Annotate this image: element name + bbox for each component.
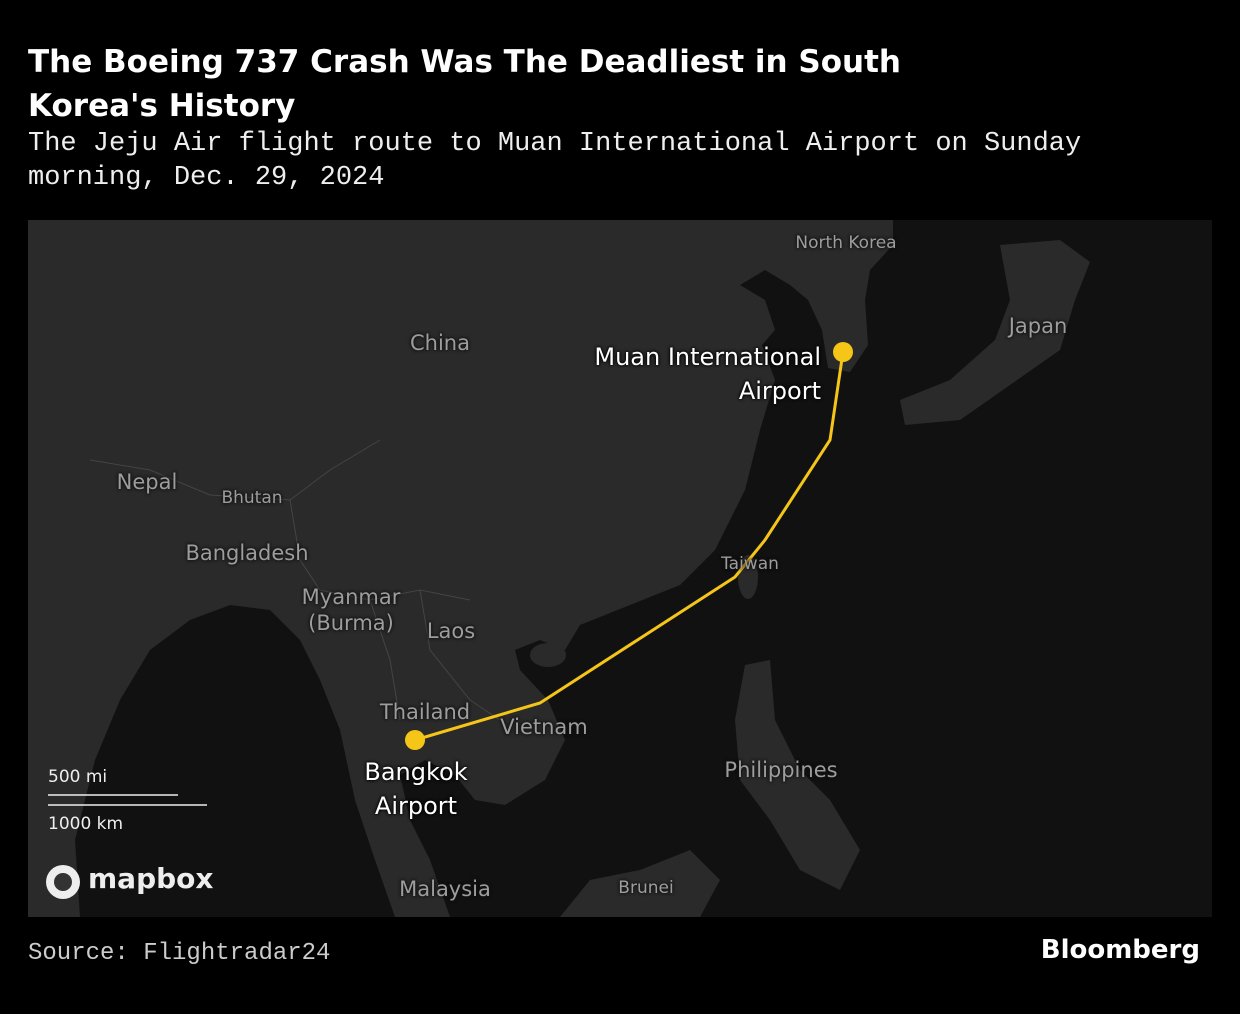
japan [900, 240, 1090, 425]
scale-label: 500 mi [48, 767, 108, 787]
borneo [560, 850, 720, 917]
place-label: Malaysia [399, 877, 491, 901]
borders [89, 439, 501, 721]
place-label: Bhutan [221, 488, 283, 508]
place-label: Philippines [724, 758, 838, 782]
flight-route [414, 351, 845, 742]
place-label: Vietnam [500, 715, 588, 739]
scale-label: 1000 km [48, 814, 124, 834]
place-label: Bangladesh [185, 541, 309, 565]
place-label: Myanmar (Burma) [301, 585, 401, 635]
source: Source: Flightradar24 [28, 940, 331, 967]
place-label: Taiwan [721, 554, 779, 574]
place-label: Laos [426, 619, 476, 643]
mapbox-logo [54, 873, 72, 891]
philippines [735, 660, 860, 890]
attribution: mapbox [88, 862, 214, 895]
brand: Bloomberg [1040, 935, 1200, 965]
title: The Boeing 737 Crash Was The Deadliest i… [28, 44, 901, 124]
place-label: North Korea [795, 233, 897, 253]
place-label: China [410, 331, 470, 355]
airport-label: Muan International Airport [594, 343, 821, 405]
place-label: Thailand [379, 700, 471, 724]
airport-marker [833, 342, 853, 362]
mainland [28, 220, 893, 917]
hainan [530, 643, 566, 667]
airport-label: Bangkok Airport [364, 758, 468, 820]
place-label: Brunei [618, 878, 674, 898]
airport-marker [405, 730, 425, 750]
subtitle: The Jeju Air flight route to Muan Intern… [28, 129, 1082, 193]
place-label: Japan [1008, 314, 1068, 338]
place-label: Nepal [116, 470, 178, 494]
